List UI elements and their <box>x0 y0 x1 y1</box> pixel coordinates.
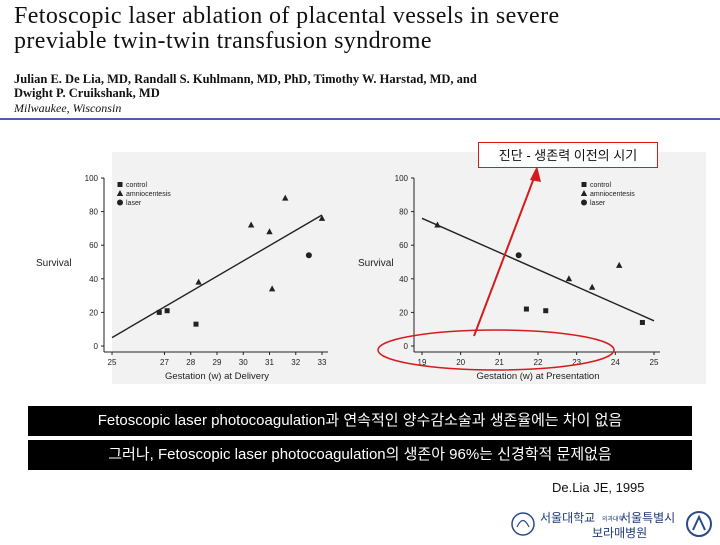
x-tick-label: 21 <box>495 358 504 367</box>
finding-banner-2: 그러나, Fetoscopic laser photocoagulation의 … <box>28 440 692 470</box>
data-point-amniocentesis <box>616 261 623 268</box>
legend-label-laser: laser <box>590 200 606 207</box>
x-tick-label: 25 <box>108 358 117 367</box>
data-point-amniocentesis <box>195 278 202 285</box>
data-point-control <box>156 309 162 315</box>
x-tick-label: 24 <box>611 358 620 367</box>
affiliation: Milwaukee, Wisconsin <box>14 101 122 115</box>
x-tick-label: 28 <box>186 358 195 367</box>
y-tick-label: 40 <box>399 275 408 284</box>
chart-delivery: 0 20 40 60 80 100 25 27 28 29 30 31 32 33 Gestation (w… <box>36 174 328 382</box>
legend-label-control: control <box>590 182 611 189</box>
data-point-amniocentesis <box>268 285 276 292</box>
x-tick-label: 23 <box>572 358 581 367</box>
authors-line-2: Dwight P. Cruikshank, MD <box>14 86 160 100</box>
legend-label-control: control <box>126 182 147 189</box>
hospital-emblem-icon <box>686 511 712 537</box>
y-tick-label: 60 <box>399 241 408 250</box>
legend-label-amniocentesis: amniocentesis <box>126 191 171 198</box>
y-tick-label: 60 <box>89 241 98 250</box>
legend-marker-control <box>117 182 123 187</box>
hospital-logo: 서울대학교 의과대학 서울특별시 보라매병원 <box>510 508 714 540</box>
data-point-amniocentesis <box>247 221 255 228</box>
diagnosis-callout: 진단 - 생존력 이전의 시기 <box>478 142 658 168</box>
legend-label-laser: laser <box>126 200 142 207</box>
data-point-laser <box>305 252 312 259</box>
logo-right-text: 서울특별시 <box>620 511 675 525</box>
x-axis-label: Gestation (w) at Presentation <box>476 371 599 382</box>
y-axis-label: Survival <box>36 258 72 269</box>
data-point-laser <box>515 252 522 259</box>
y-tick-label: 20 <box>399 308 408 317</box>
trend-line <box>421 217 655 322</box>
x-tick-label: 20 <box>456 358 465 367</box>
y-tick-label: 80 <box>89 208 98 217</box>
x-tick-label: 29 <box>213 358 222 367</box>
logo-bottom-text: 보라매병원 <box>592 526 647 540</box>
data-point-amniocentesis <box>434 221 441 228</box>
y-tick-label: 0 <box>404 342 409 351</box>
callout-arrowhead <box>530 166 541 182</box>
y-tick-label: 100 <box>85 174 99 183</box>
x-tick-label: 30 <box>239 358 248 367</box>
paper-title: Fetoscopic laser ablation of placental v… <box>14 4 714 54</box>
data-point-control <box>523 306 529 312</box>
author-list: Julian E. De Lia, MD, Randall S. Kuhlman… <box>14 72 714 100</box>
data-point-control <box>164 308 170 314</box>
data-point-amniocentesis <box>266 228 273 235</box>
legend-marker-amniocentesis <box>580 190 588 196</box>
callout-arrow-line <box>473 169 538 337</box>
x-axis-label: Gestation (w) at Delivery <box>165 371 269 382</box>
university-emblem-icon <box>511 512 535 536</box>
y-tick-label: 40 <box>89 275 98 284</box>
x-tick-label: 31 <box>265 358 274 367</box>
data-point-control <box>543 308 549 314</box>
x-tick-label: 32 <box>291 358 300 367</box>
logo-left-text: 서울대학교 <box>540 511 595 525</box>
logo-graphic: 서울대학교 의과대학 서울특별시 보라매병원 <box>511 511 712 540</box>
data-point-amniocentesis <box>282 194 289 201</box>
data-point-amniocentesis <box>318 214 326 221</box>
y-axis-label: Survival <box>358 258 394 269</box>
figure-background <box>112 152 706 384</box>
title-line-1: Fetoscopic laser ablation of placental v… <box>14 3 560 29</box>
x-tick-label: 25 <box>650 358 659 367</box>
legend-marker-laser <box>581 199 587 206</box>
data-point-amniocentesis <box>588 283 596 290</box>
data-point-amniocentesis <box>565 275 573 282</box>
x-tick-label: 33 <box>318 358 327 367</box>
legend-marker-laser <box>117 199 123 206</box>
trend-line <box>111 214 323 339</box>
authors-line-1: Julian E. De Lia, MD, Randall S. Kuhlman… <box>14 72 477 86</box>
y-tick-label: 20 <box>89 308 98 317</box>
citation: De.Lia JE, 1995 <box>552 480 645 495</box>
x-tick-label: 27 <box>160 358 169 367</box>
y-tick-label: 80 <box>399 208 408 217</box>
logo-small-text: 의과대학 <box>602 515 625 523</box>
finding-banner-1: Fetoscopic laser photocoagulation과 연속적인 … <box>28 406 692 436</box>
x-tick-label: 22 <box>534 358 543 367</box>
figure-charts: 0 20 40 60 80 100 25 27 28 29 30 31 32 33 Gestation (w… <box>36 166 660 382</box>
data-point-control <box>193 321 199 327</box>
legend-marker-control <box>581 182 587 187</box>
title-line-2: previable twin-twin transfusion syndrome <box>14 28 432 54</box>
y-tick-label: 100 <box>395 174 409 183</box>
highlight-ellipse <box>377 329 615 371</box>
legend-label-amniocentesis: amniocentesis <box>590 191 635 198</box>
legend-marker-amniocentesis <box>116 190 124 196</box>
title-divider <box>0 118 720 120</box>
chart-presentation: 0 20 40 60 80 100 19 20 21 22 23 24 25 Gestation (w) … <box>358 174 660 382</box>
data-point-control <box>639 319 645 325</box>
y-tick-label: 0 <box>94 342 99 351</box>
x-tick-label: 19 <box>418 358 427 367</box>
